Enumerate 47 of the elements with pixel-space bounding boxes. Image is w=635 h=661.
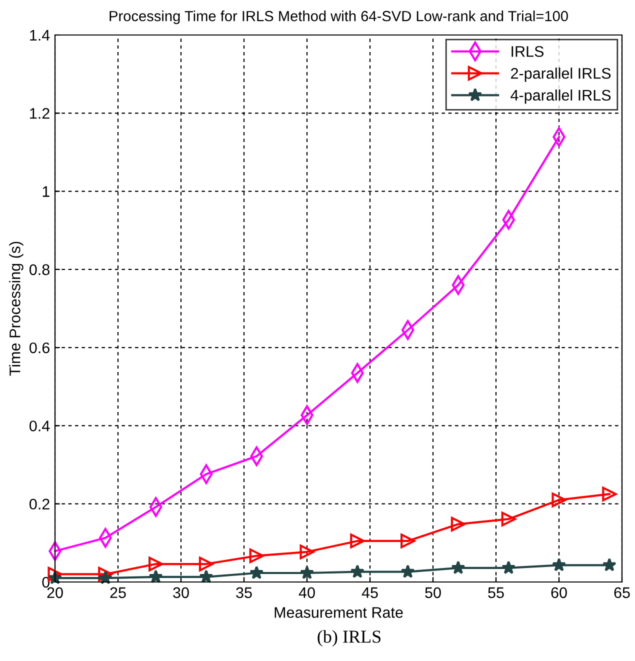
- point: [198, 556, 214, 572]
- point: [48, 566, 62, 582]
- point: [602, 486, 617, 502]
- x-tick-label: 60: [551, 587, 567, 598]
- point: [148, 556, 164, 572]
- text: (b) IRLS: [318, 630, 380, 646]
- x-tick-label: 30: [173, 587, 189, 598]
- x-tick-label: 20: [47, 587, 63, 598]
- legend-label: 4-parallel IRLS: [510, 89, 611, 104]
- x-tick-label: 35: [236, 587, 252, 598]
- x-tick-label: 40: [298, 587, 315, 598]
- point: [350, 564, 364, 578]
- point: [98, 570, 112, 584]
- y-tick-label: 1.4: [30, 30, 50, 41]
- x-tick-label: 45: [362, 587, 378, 598]
- point: [250, 566, 264, 580]
- point: [501, 512, 516, 526]
- point: [451, 560, 466, 574]
- point: [602, 558, 616, 572]
- point: [552, 492, 566, 508]
- x-tick-label: 55: [488, 587, 504, 598]
- y-tick-label: 0.6: [30, 342, 50, 354]
- point: [552, 558, 566, 572]
- x-tick-label: 25: [110, 587, 126, 598]
- point: [300, 544, 314, 560]
- point: [249, 548, 264, 564]
- x-tick-label: 50: [425, 587, 441, 598]
- y-tick-label: 0.2: [30, 498, 50, 510]
- x-axis-title: Measurement Rate: [274, 607, 403, 618]
- y-tick-label: 1.2: [30, 108, 50, 119]
- point: [400, 564, 415, 578]
- y-tick-label: 1: [42, 186, 50, 197]
- y-tick-label: 0.8: [30, 264, 50, 276]
- point: [199, 570, 214, 584]
- chart-title: Processing Time for IRLS Method with 64-SVD Low-rank and Trial=100: [110, 10, 568, 24]
- point: [148, 570, 163, 584]
- point: [350, 534, 365, 548]
- point: [502, 560, 516, 574]
- legend-label: IRLS: [512, 46, 544, 57]
- point: [300, 566, 314, 580]
- point: [98, 566, 113, 582]
- legend-label: 2-parallel IRLS: [511, 68, 611, 82]
- y-axis-title: Time Processing (s): [9, 242, 24, 376]
- point: [450, 516, 466, 532]
- y-tick-label: 0.4: [30, 420, 50, 432]
- point: [400, 534, 416, 548]
- x-tick-label: 65: [614, 587, 630, 598]
